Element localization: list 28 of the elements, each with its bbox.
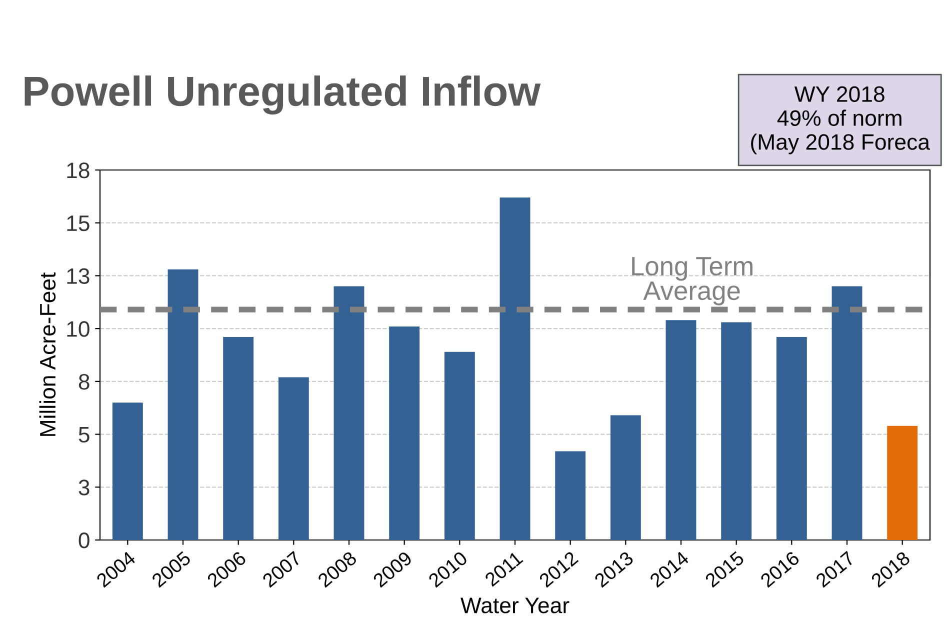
y-tick-label: 15 (67, 216, 90, 232)
bar (389, 326, 420, 540)
bar (112, 402, 143, 540)
bar (666, 320, 696, 540)
y-tick-label: 8 (78, 374, 90, 390)
y-tick-label: 3 (78, 480, 90, 496)
text: WY 2018 49% of norm (May 2018 Foreca (751, 86, 930, 154)
bar (832, 286, 862, 540)
y-tick-label: 13 (67, 268, 90, 284)
y-tick-label: 18 (67, 162, 90, 178)
y-axis-title: Million Acre-Feet (39, 272, 56, 436)
bar (776, 337, 807, 540)
y-tick-label: 0 (78, 532, 90, 548)
bar (168, 269, 198, 540)
ref-line-label: Long Term Average (632, 257, 752, 306)
bar (223, 337, 254, 540)
bar (444, 352, 475, 540)
bar (555, 451, 586, 540)
bar (721, 322, 752, 540)
y-tick-label: 5 (78, 427, 90, 443)
x-axis-title: Water Year (460, 598, 570, 614)
chart-title: Powell Unregulated Inflow (24, 75, 541, 115)
bar (610, 415, 641, 540)
bar (278, 377, 309, 540)
bar (334, 286, 364, 540)
bar (500, 197, 530, 540)
bar (887, 426, 918, 540)
y-tick-label: 10 (67, 321, 90, 337)
